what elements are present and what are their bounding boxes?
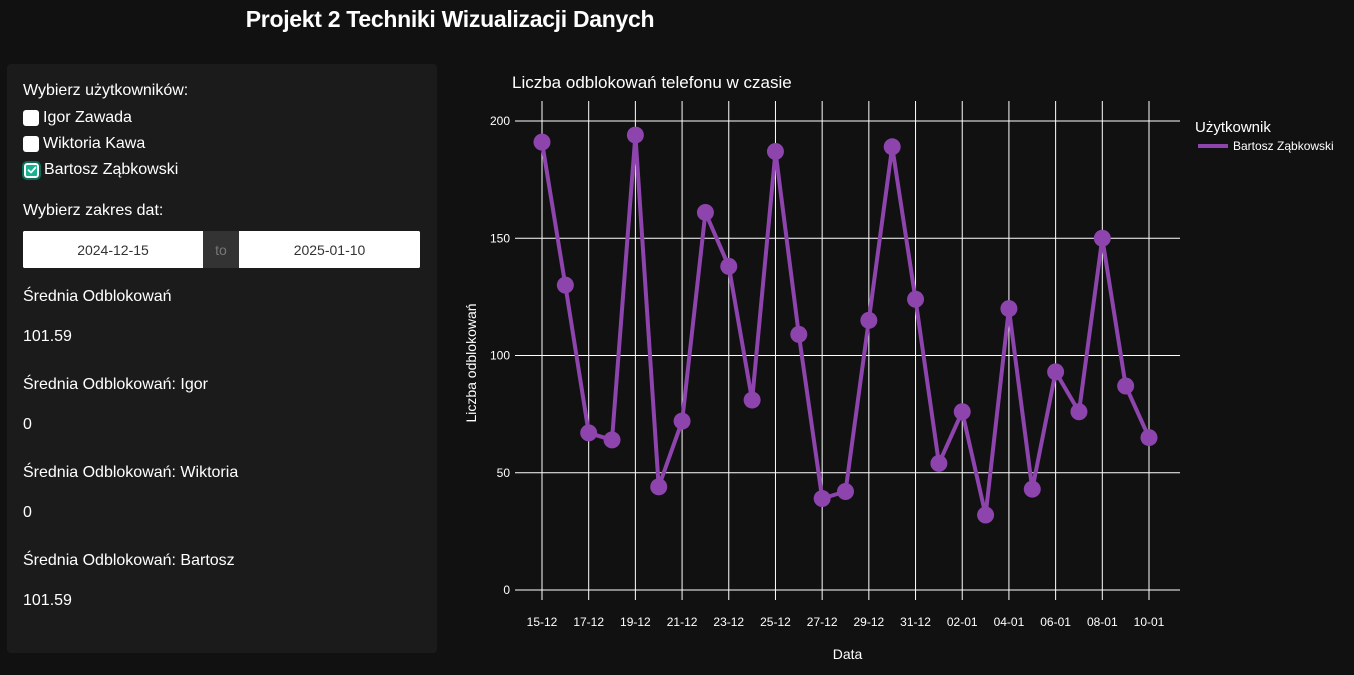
x-tick-label: 04-01 [994, 615, 1025, 629]
x-tick-label: 02-01 [947, 615, 978, 629]
data-point [1070, 403, 1088, 421]
stat-label-igor: Średnia Odblokowań: Igor [23, 376, 208, 393]
x-tick-label: 19-12 [620, 615, 651, 629]
y-tick-label: 200 [490, 114, 510, 128]
data-point [580, 424, 598, 442]
x-tick-label: 23-12 [713, 615, 744, 629]
stat-label-bartosz: Średnia Odblokowań: Bartosz [23, 552, 235, 569]
data-point [1047, 363, 1065, 381]
data-point [953, 403, 971, 421]
legend-title: Użytkownik [1195, 119, 1271, 136]
checkbox-label: Bartosz Ząbkowski [44, 161, 179, 178]
chart-title: Liczba odblokowań telefonu w czasie [512, 73, 792, 92]
y-tick-label: 50 [497, 466, 511, 480]
x-tick-label: 15-12 [527, 615, 558, 629]
stat-label-wiktoria: Średnia Odblokowań: Wiktoria [23, 464, 239, 481]
stat-value-average: 101.59 [23, 328, 72, 345]
data-point [696, 203, 714, 221]
data-point [626, 126, 644, 144]
x-tick-label: 21-12 [667, 615, 698, 629]
line-chart: Liczba odblokowań telefonu w czasie 0 50 10… [463, 73, 1334, 662]
data-point [837, 483, 854, 501]
data-point [883, 138, 901, 156]
date-end-input[interactable] [239, 231, 420, 268]
x-tick-label: 06-01 [1040, 615, 1071, 629]
data-point [673, 412, 691, 430]
checkmark-icon [27, 166, 36, 174]
x-axis-label: Data [833, 646, 863, 662]
y-tick-label: 100 [490, 349, 510, 363]
data-point [556, 276, 574, 294]
stat-label-average: Średnia Odblokowań [23, 288, 172, 305]
data-point [650, 478, 668, 496]
x-tick-label: 17-12 [573, 615, 604, 629]
data-point [1023, 480, 1041, 498]
x-tick-label: 10-01 [1134, 615, 1165, 629]
page-title: Projekt 2 Techniki Wizualizacji Danych [245, 6, 655, 32]
users-label: Wybierz użytkowników: [23, 82, 189, 99]
data-point [813, 490, 831, 508]
x-tick-label: 29-12 [853, 615, 884, 629]
x-tick-label: 25-12 [760, 615, 791, 629]
date-range-picker: to [23, 231, 420, 268]
stat-value-wiktoria: 0 [23, 504, 32, 521]
date-range-label: Wybierz zakres dat: [23, 202, 164, 219]
checkbox-box[interactable] [23, 110, 39, 126]
data-point [533, 133, 551, 151]
x-tick-label: 08-01 [1087, 615, 1118, 629]
data-point [1093, 229, 1111, 247]
data-point [860, 311, 878, 329]
checkbox-label: Igor Zawada [43, 109, 132, 126]
data-point [790, 325, 808, 343]
data-point [930, 454, 948, 472]
x-tick-label: 27-12 [807, 615, 838, 629]
data-point [743, 391, 761, 409]
checkbox-box-checked[interactable] [22, 160, 41, 180]
data-point [766, 142, 784, 160]
checkbox-bartosz[interactable]: Bartosz Ząbkowski [22, 160, 179, 180]
y-axis-label: Liczba odblokowań [463, 303, 479, 422]
sidebar: Wybierz użytkowników: Igor Zawada Wiktor… [7, 64, 437, 653]
data-point [977, 506, 995, 524]
data-point [907, 290, 925, 308]
checkbox-igor[interactable]: Igor Zawada [23, 108, 132, 128]
stat-value-bartosz: 101.59 [23, 592, 72, 609]
checkbox-label: Wiktoria Kawa [43, 135, 146, 152]
y-tick-label: 150 [490, 231, 510, 245]
y-tick-label: 0 [503, 583, 510, 597]
x-tick-label: 31-12 [900, 615, 931, 629]
checkbox-box[interactable] [23, 136, 39, 152]
data-point [720, 257, 738, 275]
series-line [540, 133, 1151, 517]
data-point [1117, 377, 1135, 395]
checkbox-wiktoria[interactable]: Wiktoria Kawa [23, 134, 145, 154]
data-point [603, 431, 621, 449]
date-start-input[interactable] [23, 231, 203, 268]
date-range-separator: to [203, 231, 239, 268]
stat-value-igor: 0 [23, 416, 32, 433]
data-point [1140, 429, 1158, 447]
data-point [1000, 300, 1018, 318]
legend-item-label: Bartosz Ząbkowski [1233, 139, 1334, 153]
